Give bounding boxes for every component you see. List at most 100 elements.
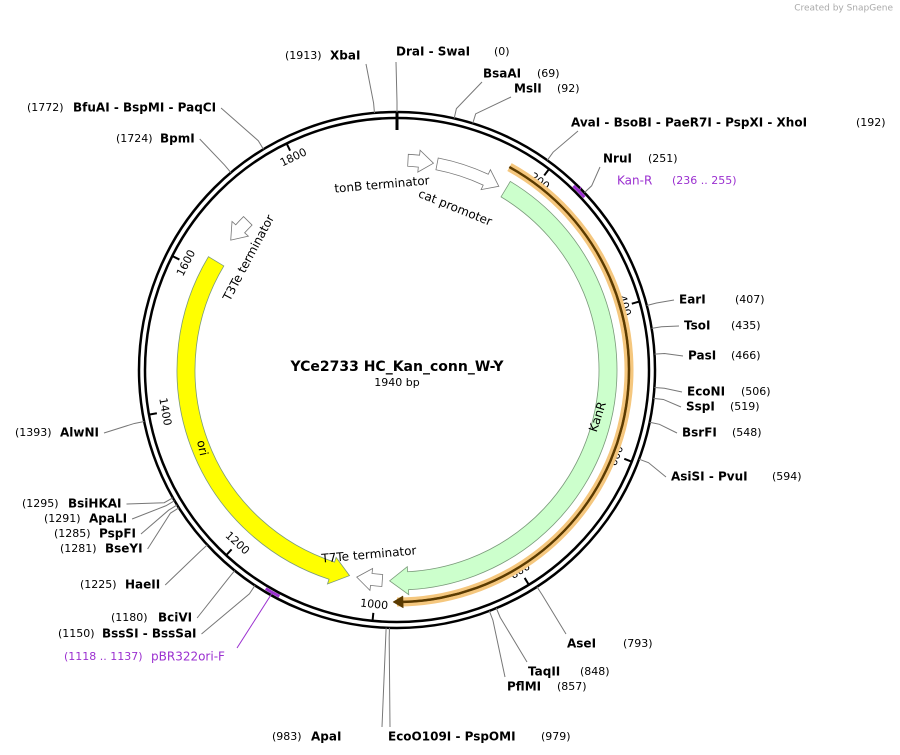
site-position: (92) [557, 82, 580, 95]
site-leader [140, 504, 178, 535]
site-leader [546, 130, 579, 161]
ruler-tick [543, 168, 550, 177]
feature-arrow [388, 180, 618, 596]
credit: Created by SnapGene [794, 4, 893, 14]
site-leader [381, 627, 387, 728]
feature-arrow [230, 215, 253, 241]
site-position: (506) [741, 385, 771, 398]
ruler-label: 1000 [360, 597, 389, 613]
primer-name: pBR322ori-F [151, 650, 225, 664]
site-position: (519) [730, 400, 760, 413]
feature-arrow [176, 256, 351, 585]
site-position: (594) [772, 470, 802, 483]
site-leader [536, 586, 567, 635]
site-leader [638, 458, 667, 478]
site-name: EarI [679, 293, 706, 307]
site-leader [196, 570, 236, 619]
site-name: SspI [686, 400, 715, 414]
site-name: PflMI [507, 680, 541, 694]
site-position: (848) [580, 665, 610, 678]
feature-label: ori [194, 439, 211, 457]
site-position: (793) [623, 637, 653, 650]
feature-label: cat promoter [416, 186, 494, 228]
site-leader [131, 500, 175, 520]
site-name: ApaI [311, 730, 341, 744]
site-leader [472, 96, 512, 124]
site-name: TsoI [684, 319, 710, 333]
ruler-tick [371, 612, 375, 621]
ruler-tick [631, 300, 640, 305]
site-position: (407) [735, 293, 765, 306]
site-name: DraI - SwaI [396, 45, 470, 59]
site-name: PspFI [99, 527, 136, 541]
site-name: ApaLI [89, 512, 127, 526]
feature-arrow [435, 157, 500, 191]
site-position: (1225) [80, 578, 117, 591]
ruler-tick [171, 255, 180, 261]
site-position: (251) [648, 152, 678, 165]
map-title: YCe2733 HC_Kan_conn_W-Y [289, 359, 504, 375]
site-position: (983) [272, 730, 302, 743]
site-leader [651, 325, 680, 329]
ruler-tick [148, 412, 158, 416]
site-name: BpmI [160, 132, 195, 146]
site-leader [584, 166, 601, 194]
site-name: BseYI [105, 542, 143, 556]
site-name: BsiHKAI [68, 497, 122, 511]
primer-name: Kan-R [617, 174, 652, 188]
site-leader [654, 353, 684, 357]
site-leader [653, 397, 682, 408]
site-name: EcoO109I - PspOMI [388, 730, 516, 744]
site-position: (1150) [58, 627, 95, 640]
site-leader [103, 420, 145, 434]
primer-range: (236 .. 255) [672, 174, 737, 187]
site-name: AsiSI - PvuI [671, 470, 748, 484]
site-name: BciVI [158, 611, 192, 625]
site-name: AvaI - BsoBI - PaeR7I - PspXI - XhoI [571, 116, 807, 130]
feature-label: T7Te terminator [320, 543, 417, 565]
site-name: TaqII [528, 665, 560, 679]
site-name: BssSI - BssSaI [102, 627, 197, 641]
site-position: (1180) [111, 611, 148, 624]
site-position: (979) [541, 730, 571, 743]
site-leader [201, 585, 256, 635]
kanr-track-line [392, 165, 631, 609]
site-name: EcoNI [687, 385, 725, 399]
site-leader [147, 507, 180, 550]
site-position: (1281) [60, 542, 97, 555]
site-position: (1285) [54, 527, 91, 540]
ruler-tick [285, 143, 292, 152]
site-name: PasI [688, 349, 716, 363]
site-leader [365, 63, 375, 114]
site-leader [395, 61, 398, 112]
site-name: NruI [603, 152, 632, 166]
site-leader [646, 299, 675, 306]
ruler-label: 1800 [278, 145, 309, 169]
primer-range: (1118 .. 1137) [64, 650, 143, 663]
site-name: AlwNI [60, 426, 99, 440]
site-position: (1393) [15, 426, 52, 439]
site-position: (435) [731, 319, 761, 332]
site-leader [164, 544, 208, 586]
primer-leader [578, 186, 582, 192]
site-position: (1295) [22, 497, 59, 510]
feature-arrow [407, 149, 435, 173]
ruler-tick [225, 548, 233, 556]
site-name: MslI [514, 82, 542, 96]
site-position: (192) [856, 116, 886, 129]
site-leader [488, 610, 506, 678]
ruler-label: 1600 [174, 248, 198, 279]
site-leader [654, 387, 683, 393]
site-leader [495, 607, 528, 663]
site-leader [220, 107, 264, 150]
site-position: (1724) [116, 132, 153, 145]
site-position: (548) [732, 426, 762, 439]
site-position: (69) [537, 67, 560, 80]
site-position: (857) [557, 680, 587, 693]
site-position: (1291) [44, 512, 81, 525]
ruler-tick [523, 577, 530, 586]
site-name: BfuAI - BspMI - PaqCI [73, 101, 216, 115]
feature-label: tonB terminator [334, 173, 430, 195]
site-leader [388, 627, 391, 728]
